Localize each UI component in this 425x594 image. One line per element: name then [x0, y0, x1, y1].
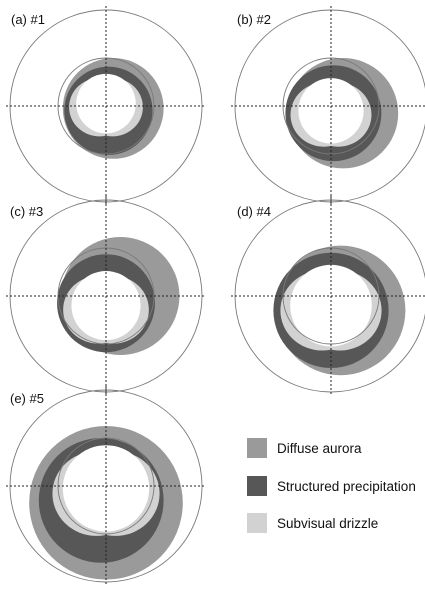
legend-swatch-structured	[247, 476, 267, 496]
legend-item-diffuse: Diffuse aurora	[247, 438, 362, 458]
polar-panel-d	[231, 196, 425, 396]
legend-item-drizzle: Subvisual drizzle	[247, 513, 378, 533]
panel-label-e: (e) #5	[10, 391, 44, 406]
panel-label-b: (b) #2	[237, 12, 271, 27]
legend-item-structured: Structured precipitation	[247, 476, 416, 496]
panel-label-a: (a) #1	[11, 12, 45, 27]
polar-panel-e	[6, 386, 206, 586]
legend-swatch-drizzle	[247, 513, 267, 533]
legend-label-drizzle: Subvisual drizzle	[277, 515, 379, 531]
legend-swatch-diffuse	[247, 438, 267, 458]
legend-label-structured: Structured precipitation	[277, 478, 416, 494]
oval-bands-e	[29, 426, 183, 580]
panel-label-d: (d) #4	[237, 204, 271, 219]
oval-bands-b	[285, 57, 399, 169]
polar-panel-c	[6, 196, 206, 396]
polar-cap-e	[62, 445, 150, 532]
oval-bands-c	[57, 236, 180, 356]
polar-panel-a	[6, 6, 206, 206]
polar-panel-b	[231, 6, 425, 206]
oval-bands-a	[62, 58, 164, 159]
panel-label-c: (c) #3	[10, 204, 44, 219]
oval-bands-d	[273, 245, 406, 376]
legend-label-diffuse: Diffuse aurora	[277, 440, 362, 456]
